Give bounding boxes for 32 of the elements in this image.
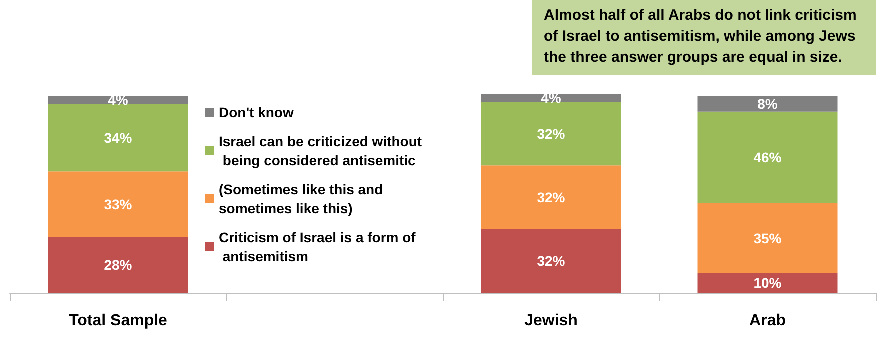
- data-label: 10%: [754, 275, 782, 292]
- legend-label: Criticism of Israel is a form of antisemitism: [219, 230, 416, 264]
- bar: [48, 237, 188, 293]
- data-label: 46%: [754, 150, 782, 166]
- data-label: 35%: [754, 230, 782, 246]
- bar: [48, 104, 188, 172]
- bar: [48, 172, 188, 238]
- data-label: 4%: [108, 92, 129, 108]
- legend-label: Don't know: [219, 104, 294, 120]
- data-label: 8%: [758, 96, 778, 112]
- text: Almost half of all Arabs do not link criticism of Israel to antisemitism, while among Jews the three answer groups are equal in size.: [544, 7, 861, 66]
- bar: [481, 166, 622, 230]
- bar: [481, 229, 622, 293]
- data-label: 33%: [104, 196, 133, 212]
- x-tick-label: Total Sample: [69, 312, 168, 330]
- bar: [698, 203, 838, 274]
- legend-label: Israel can be criticized without being considered antisemitic: [219, 134, 422, 168]
- bar: [481, 94, 622, 102]
- data-label: 28%: [104, 257, 133, 274]
- data-label: 32%: [537, 253, 566, 270]
- bar: [698, 112, 838, 204]
- x-tick-label: Arab: [750, 312, 786, 330]
- bar: [48, 96, 188, 104]
- data-label: 4%: [541, 90, 562, 106]
- data-label: 32%: [537, 189, 566, 206]
- x-tick-label: Jewish: [524, 312, 578, 330]
- bar: [698, 273, 838, 293]
- data-label: 34%: [104, 130, 133, 146]
- bar: [481, 102, 622, 166]
- legend-label: (Sometimes like this and sometimes like this): [219, 182, 388, 216]
- data-label: 32%: [537, 126, 566, 142]
- bar: [698, 96, 838, 112]
